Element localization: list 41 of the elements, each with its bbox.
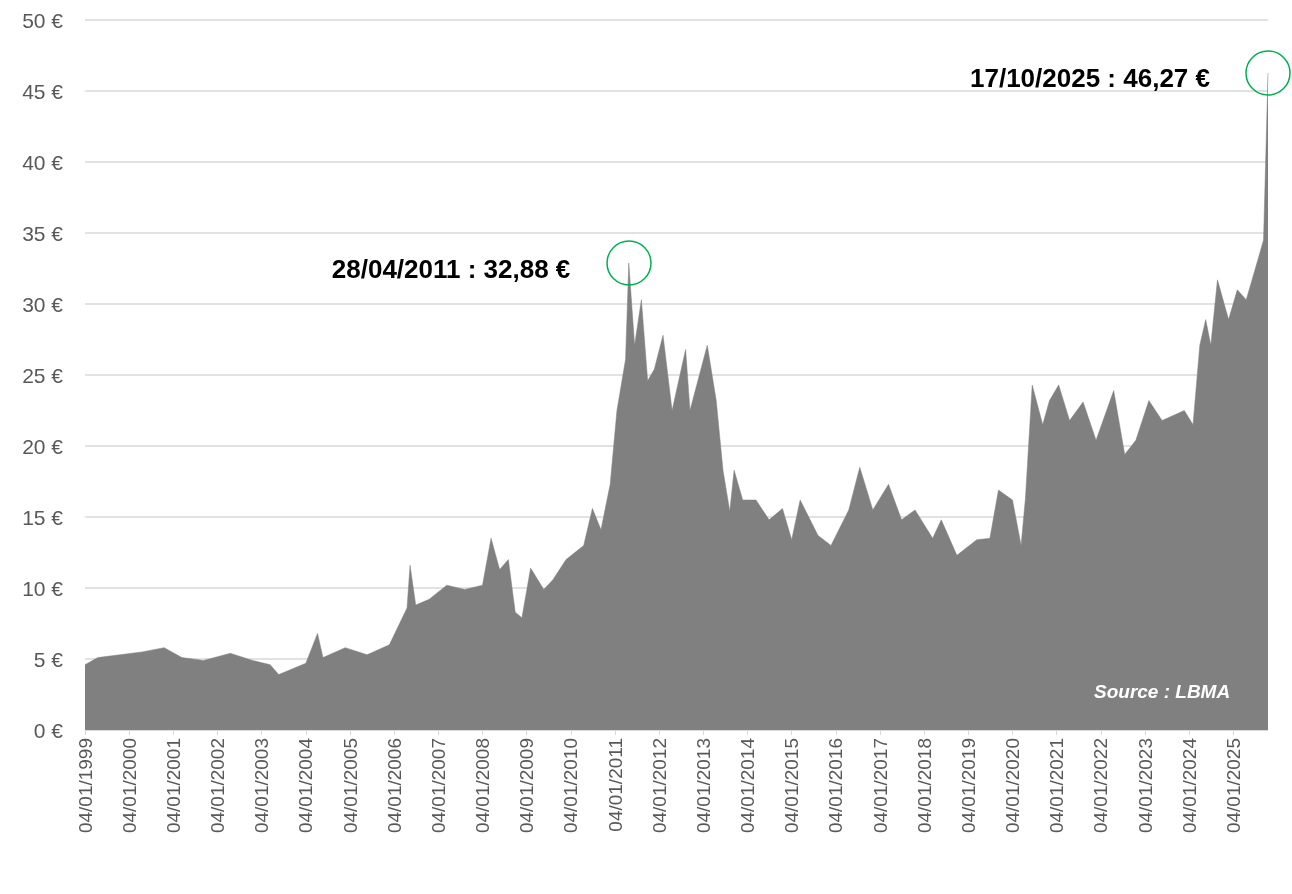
y-tick-label: 25 € <box>22 363 64 387</box>
x-tick-label: 04/01/2023 <box>1134 738 1156 834</box>
x-tick-label: 04/01/2015 <box>781 738 803 834</box>
y-tick-label: 40 € <box>22 150 64 174</box>
x-tick-label: 04/01/2017 <box>869 738 891 834</box>
x-tick-label: 04/01/2006 <box>383 738 405 834</box>
y-tick-label: 0 € <box>33 718 64 742</box>
x-tick-label: 04/01/2019 <box>957 738 979 834</box>
y-tick-label: 30 € <box>22 292 64 316</box>
x-tick-label: 04/01/2011 <box>604 738 626 832</box>
x-tick-label: 04/01/2022 <box>1090 738 1112 834</box>
x-tick-label: 04/01/2024 <box>1178 737 1200 834</box>
x-tick-label: 04/01/2001 <box>162 738 184 834</box>
y-tick-label: 35 € <box>22 221 64 245</box>
x-tick-label: 04/01/2013 <box>692 738 714 834</box>
x-tick-label: 04/01/2000 <box>118 738 140 834</box>
x-tick-label: 04/01/2012 <box>648 738 670 834</box>
x-tick-label: 04/01/2003 <box>251 738 273 834</box>
x-tick-label: 04/01/2018 <box>913 738 935 834</box>
y-tick-label: 20 € <box>22 434 64 458</box>
x-tick-label: 04/01/2004 <box>295 737 317 834</box>
y-tick-label: 45 € <box>22 79 64 103</box>
annotation: 28/04/2011 : 32,88 € <box>331 253 571 285</box>
y-tick-label: 50 € <box>22 8 64 32</box>
x-tick-label: 04/01/2009 <box>516 738 538 834</box>
x-tick-label: 04/01/2025 <box>1222 738 1244 834</box>
x-tick-label: 04/01/2008 <box>471 738 493 834</box>
annotation: 17/10/2025 : 46,27 € <box>970 63 1210 95</box>
y-tick-label: 5 € <box>33 647 64 671</box>
x-tick-label: 04/01/2016 <box>825 738 847 834</box>
x-tick-label: 04/01/2020 <box>1001 738 1023 834</box>
x-tick-label: 04/01/1999 <box>74 738 96 834</box>
x-tick-label: 04/01/2010 <box>560 738 582 834</box>
y-tick-label: 15 € <box>22 505 64 529</box>
x-tick-label: 04/01/2005 <box>339 738 361 834</box>
y-tick-label: 10 € <box>22 576 64 600</box>
x-tick-label: 04/01/2014 <box>737 737 759 834</box>
x-tick-label: 04/01/2007 <box>427 738 449 834</box>
x-tick-label: 04/01/2002 <box>207 738 229 834</box>
annotation: Source : LBMA <box>1094 681 1231 703</box>
x-tick-label: 04/01/2021 <box>1046 738 1068 834</box>
